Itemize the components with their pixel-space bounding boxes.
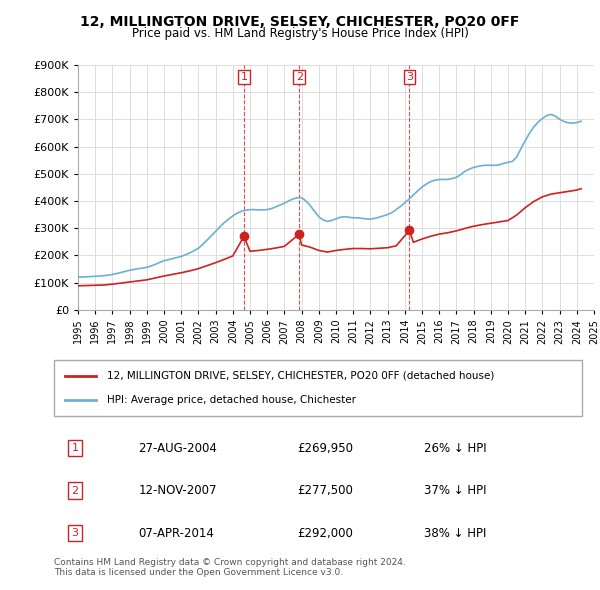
Text: 1: 1 — [241, 72, 248, 82]
Text: £269,950: £269,950 — [297, 441, 353, 455]
Text: HPI: Average price, detached house, Chichester: HPI: Average price, detached house, Chic… — [107, 395, 356, 405]
Text: 37% ↓ HPI: 37% ↓ HPI — [424, 484, 486, 497]
Text: 38% ↓ HPI: 38% ↓ HPI — [424, 526, 486, 540]
Text: 26% ↓ HPI: 26% ↓ HPI — [424, 441, 486, 455]
Text: 3: 3 — [71, 528, 79, 538]
Text: Contains HM Land Registry data © Crown copyright and database right 2024.
This d: Contains HM Land Registry data © Crown c… — [54, 558, 406, 577]
Text: £277,500: £277,500 — [297, 484, 353, 497]
Text: 3: 3 — [406, 72, 413, 82]
Text: Price paid vs. HM Land Registry's House Price Index (HPI): Price paid vs. HM Land Registry's House … — [131, 27, 469, 40]
Text: 12-NOV-2007: 12-NOV-2007 — [139, 484, 217, 497]
Text: 12, MILLINGTON DRIVE, SELSEY, CHICHESTER, PO20 0FF (detached house): 12, MILLINGTON DRIVE, SELSEY, CHICHESTER… — [107, 371, 494, 381]
Text: 27-AUG-2004: 27-AUG-2004 — [139, 441, 217, 455]
Text: 1: 1 — [71, 443, 79, 453]
FancyBboxPatch shape — [54, 360, 582, 416]
Text: £292,000: £292,000 — [297, 526, 353, 540]
Text: 2: 2 — [296, 72, 303, 82]
Text: 12, MILLINGTON DRIVE, SELSEY, CHICHESTER, PO20 0FF: 12, MILLINGTON DRIVE, SELSEY, CHICHESTER… — [80, 15, 520, 29]
Text: 07-APR-2014: 07-APR-2014 — [139, 526, 214, 540]
Text: 2: 2 — [71, 486, 79, 496]
